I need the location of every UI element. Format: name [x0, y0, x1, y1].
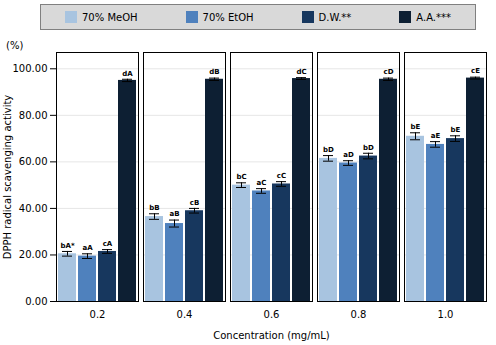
html-text:70% EtOH: 70% EtOH — [202, 11, 254, 23]
svg-text:bD: bD — [323, 146, 334, 154]
svg-text:80.00: 80.00 — [19, 110, 48, 121]
svg-text:1.0: 1.0 — [438, 309, 454, 320]
svg-text:bE: bE — [451, 126, 461, 134]
svg-text:aB: aB — [169, 210, 179, 218]
svg-text:0.8: 0.8 — [351, 309, 367, 320]
svg-text:0.2: 0.2 — [90, 309, 106, 320]
svg-text:100.00: 100.00 — [13, 63, 48, 74]
svg-text:cD: cD — [384, 68, 394, 76]
html-text:A.A.***: A.A.*** — [416, 11, 451, 23]
svg-text:dC: dC — [296, 68, 306, 76]
svg-text:cE: cE — [471, 67, 480, 75]
svg-text:bB: bB — [149, 204, 159, 212]
svg-text:bA*: bA* — [60, 242, 74, 250]
svg-text:0.4: 0.4 — [177, 309, 193, 320]
svg-text:60.00: 60.00 — [19, 156, 48, 167]
svg-text:dB: dB — [209, 68, 219, 76]
svg-text:0.6: 0.6 — [264, 309, 280, 320]
html-text:D.W.**: D.W.** — [318, 11, 352, 23]
svg-text:aA: aA — [82, 244, 93, 252]
html-text:70% MeOH: 70% MeOH — [82, 11, 138, 23]
svg-text:aE: aE — [431, 132, 441, 140]
svg-text:aC: aC — [257, 179, 267, 187]
svg-text:cC: cC — [277, 172, 286, 180]
svg-text:cB: cB — [190, 199, 200, 207]
svg-text:dA: dA — [122, 70, 133, 78]
svg-text:40.00: 40.00 — [19, 203, 48, 214]
svg-text:bE: bE — [411, 123, 421, 131]
svg-text:20.00: 20.00 — [19, 249, 48, 260]
svg-text:0.00: 0.00 — [25, 296, 47, 307]
svg-text:bC: bC — [236, 173, 246, 181]
svg-text:DPPH radical scavenging activi: DPPH radical scavenging activity — [2, 95, 13, 260]
svg-text:Concentration (mg/mL): Concentration (mg/mL) — [213, 330, 330, 341]
svg-text:bD: bD — [363, 144, 374, 152]
svg-text:cA: cA — [103, 240, 113, 248]
svg-text:aD: aD — [343, 151, 354, 159]
